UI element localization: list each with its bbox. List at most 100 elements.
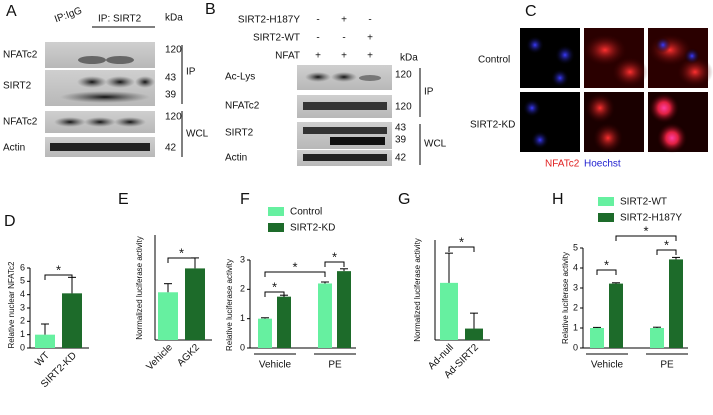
x-tick-label: WT: [33, 350, 52, 369]
bar: [258, 318, 272, 348]
significance-label: *: [332, 249, 337, 264]
condition-label: SIRT2-H187Y: [238, 15, 300, 26]
sign: -: [316, 15, 319, 26]
kda-marker: 42: [165, 143, 177, 154]
group-label: IP: [424, 87, 434, 98]
bar: [185, 268, 205, 340]
band: [105, 76, 135, 88]
sign: +: [341, 15, 347, 26]
cell: [585, 93, 615, 123]
band: [359, 75, 381, 81]
band: [305, 72, 331, 82]
y-tick-label: 5: [20, 276, 25, 286]
row-label: SIRT2: [225, 128, 254, 139]
kda-marker: 120: [165, 45, 182, 56]
significance-label: *: [459, 234, 464, 249]
y-tick-label: 0: [573, 342, 578, 352]
group-label: WCL: [186, 129, 209, 140]
group-label: IP: [186, 67, 196, 78]
band: [78, 56, 106, 64]
nucleus: [551, 69, 569, 87]
legend-swatch: [268, 223, 284, 232]
y-tick-label: 1: [573, 322, 578, 332]
kda-label: kDa: [400, 53, 418, 64]
panel-letter: A: [6, 3, 17, 20]
significance-bracket: [264, 271, 326, 277]
legend-label: Control: [290, 207, 322, 218]
kda-marker: 42: [395, 153, 407, 164]
sign: -: [342, 33, 345, 44]
panel-letter: D: [4, 213, 16, 230]
significance-bracket: [44, 274, 73, 280]
cell: [593, 123, 623, 153]
significance-label: *: [179, 245, 184, 260]
kda-marker: 39: [395, 135, 407, 146]
significance-label: *: [604, 257, 609, 272]
cell: [612, 57, 648, 87]
legend-swatch: [268, 207, 284, 216]
kda-marker: 43: [165, 73, 177, 84]
panel-letter: B: [205, 1, 216, 18]
legend-label: SIRT2-H187Y: [620, 213, 682, 224]
y-tick-label: 2: [240, 284, 245, 294]
kda-marker: 39: [165, 90, 177, 101]
band: [135, 76, 155, 88]
lane-header: IP:IgG: [53, 5, 84, 25]
row-label: NFATc2: [3, 117, 38, 128]
sign: -: [368, 15, 371, 26]
panel-letter: E: [118, 191, 129, 208]
y-tick-label: 1: [20, 329, 25, 339]
sign: +: [367, 51, 373, 62]
legend-swatch: [598, 197, 614, 206]
nucleus: [526, 36, 544, 54]
nucleus: [555, 45, 575, 65]
significance-bracket: [656, 249, 677, 255]
y-axis-label: Relative luciferase activity: [225, 259, 234, 351]
bar: [318, 283, 332, 348]
band: [330, 137, 385, 145]
panel-c: C Control SIRT2-KD NFATc2 Hoechst: [470, 3, 713, 170]
band: [50, 143, 150, 151]
y-tick-label: 5: [573, 242, 578, 252]
sign: -: [316, 33, 319, 44]
row-label: Ac-Lys: [225, 72, 255, 83]
y-tick-label: 6: [20, 262, 25, 272]
x-tick-label: Vehicle: [144, 342, 175, 373]
legend-swatch: [598, 213, 614, 222]
nucleus: [655, 37, 671, 53]
channel-label: NFATc2: [545, 159, 580, 170]
kda-marker: 120: [395, 102, 412, 113]
band: [60, 91, 150, 103]
x-tick-label: Vehicle: [259, 360, 292, 371]
significance-label: *: [292, 259, 297, 274]
x-tick-label: Vehicle: [591, 360, 624, 371]
bar: [590, 328, 604, 348]
cell: [657, 123, 687, 153]
x-tick-label: PE: [328, 360, 342, 371]
row-label: Control: [478, 55, 510, 66]
row-label: SIRT2-KD: [470, 120, 515, 131]
x-tick-label: AGK2: [175, 342, 202, 369]
condition-label: SIRT2-WT: [253, 33, 300, 44]
nucleus: [531, 131, 549, 149]
bar: [609, 283, 623, 348]
y-tick-label: 4: [573, 262, 578, 272]
condition-label: NFAT: [275, 51, 300, 62]
cell: [677, 57, 713, 87]
panel-a: A IP:IgG IP: SIRT2 kDa NFATc2 SIRT2 NFAT…: [3, 3, 209, 157]
band: [106, 56, 134, 64]
kda-label: kDa: [165, 13, 183, 24]
panel-letter: H: [552, 191, 564, 208]
y-tick-label: 1: [240, 313, 245, 323]
panel-letter: C: [525, 3, 537, 20]
significance-bracket: [167, 257, 196, 263]
y-axis-label: Normalized luciferase activity: [413, 238, 422, 342]
panel-letter: G: [398, 191, 410, 208]
cell: [583, 34, 627, 66]
bar: [465, 328, 483, 340]
blot: [45, 42, 155, 68]
significance-label: *: [272, 279, 277, 294]
bar: [62, 293, 82, 348]
significance-label: *: [664, 237, 669, 252]
